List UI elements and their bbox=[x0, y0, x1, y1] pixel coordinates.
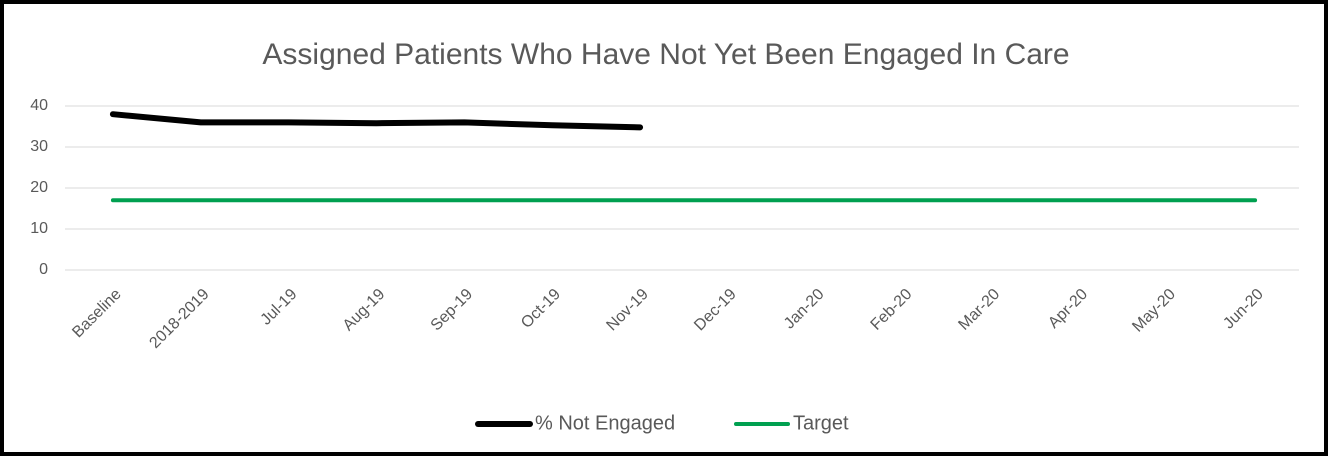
y-tick-label: 30 bbox=[30, 138, 48, 155]
legend-label: Target bbox=[793, 412, 849, 434]
series-line bbox=[109, 111, 644, 131]
y-tick-label: 20 bbox=[30, 179, 48, 196]
y-tick-label: 10 bbox=[30, 220, 48, 237]
chart-title: Assigned Patients Who Have Not Yet Been … bbox=[262, 38, 1069, 71]
y-tick-label: 0 bbox=[39, 261, 48, 278]
legend-label: % Not Engaged bbox=[535, 412, 675, 434]
y-tick-label: 40 bbox=[30, 97, 48, 114]
